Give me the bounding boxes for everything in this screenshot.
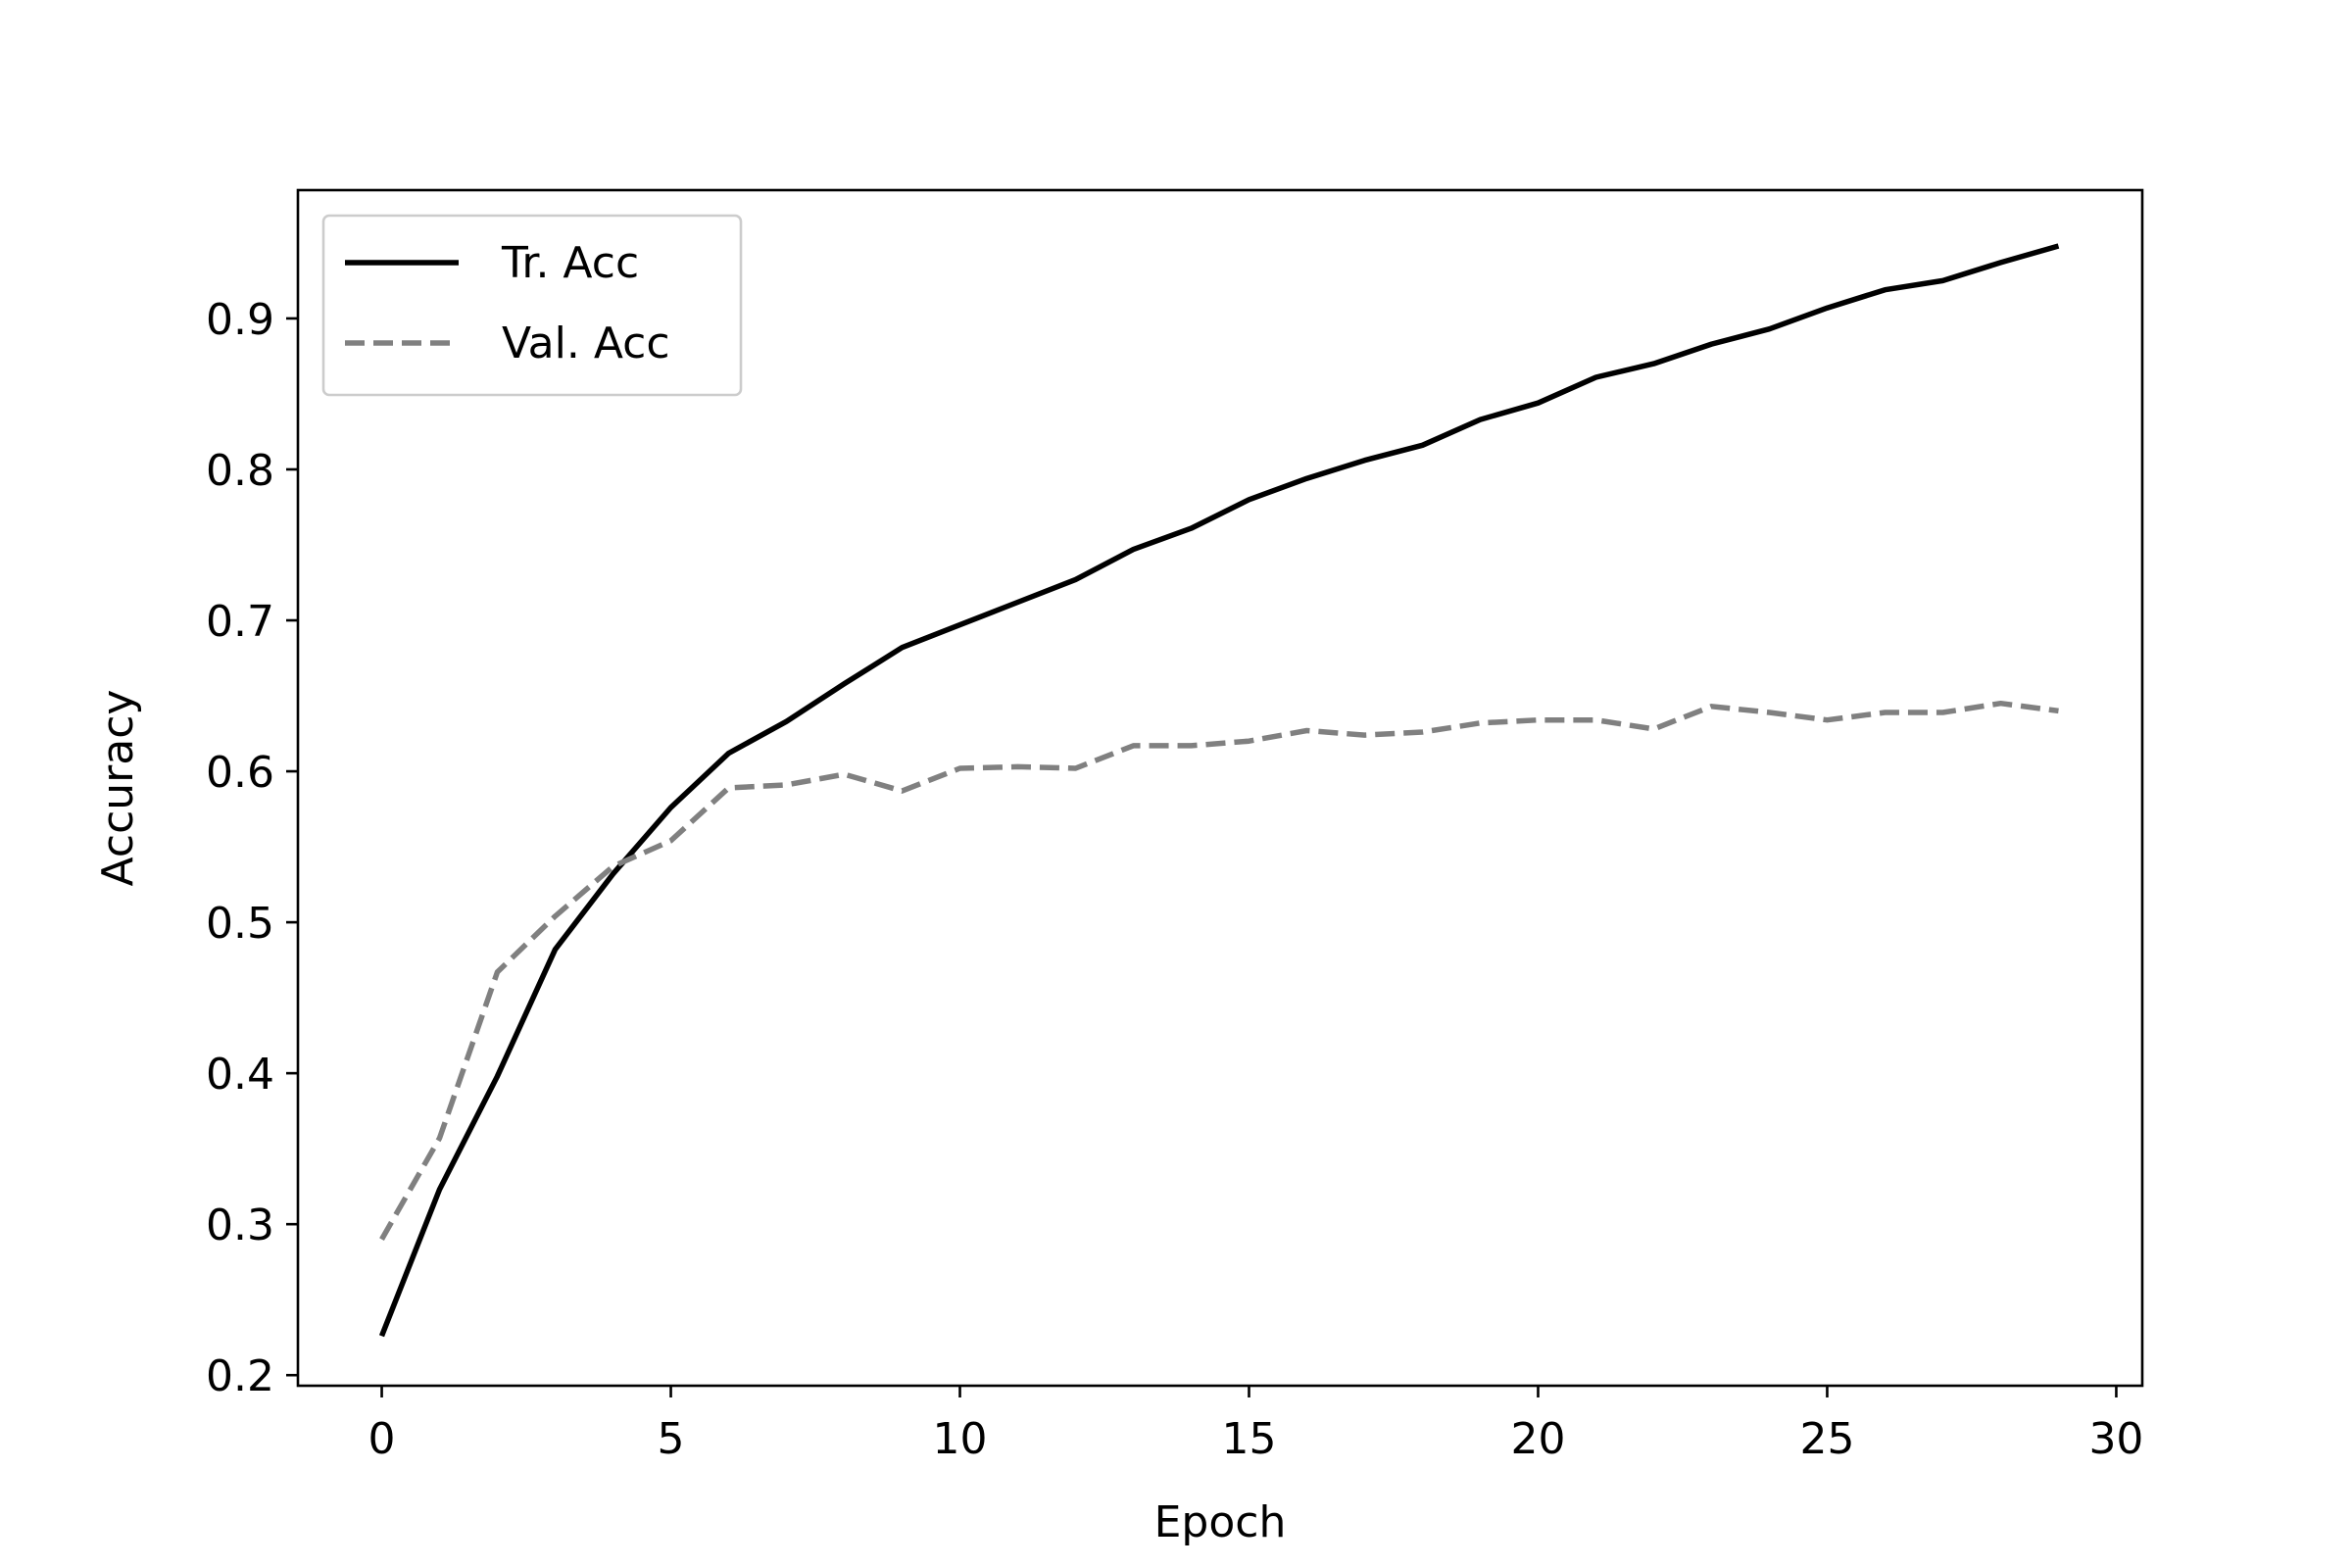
y-tick-label: 0.9: [206, 295, 274, 345]
x-tick-label: 20: [1510, 1414, 1565, 1464]
series-line-train-acc: [378, 243, 2060, 1338]
y-tick-label: 0.8: [206, 446, 274, 496]
x-tick-label: 0: [368, 1414, 396, 1464]
legend-label: Tr. Acc: [501, 238, 639, 288]
x-tick-label: 10: [933, 1414, 988, 1464]
y-tick-label: 0.5: [206, 899, 274, 949]
y-tick-label: 0.6: [206, 748, 274, 798]
series-line-val-acc: [379, 700, 2059, 1241]
x-tick-label: 15: [1221, 1414, 1276, 1464]
x-tick-label: 30: [2088, 1414, 2143, 1464]
y-tick-label: 0.4: [206, 1050, 274, 1100]
x-tick-label: 25: [1799, 1414, 1854, 1464]
y-axis: 0.2 0.3 0.4 0.5 0.6 0.7 0.8 0.9: [206, 295, 298, 1401]
plot-frame: [296, 188, 2144, 1388]
legend: Tr. Acc Val. Acc: [321, 214, 743, 397]
legend-label: Val. Acc: [502, 318, 670, 368]
series-layer: [378, 243, 2060, 1338]
x-axis-label: Epoch: [1154, 1497, 1287, 1547]
y-tick-label: 0.7: [206, 597, 274, 647]
y-tick-label: 0.3: [206, 1200, 274, 1250]
y-axis-label: Accuracy: [93, 690, 143, 887]
x-tick-label: 5: [658, 1414, 685, 1464]
y-tick-label: 0.2: [206, 1351, 274, 1401]
x-axis: 0 5 10 15 20 25 30: [368, 1386, 2143, 1464]
